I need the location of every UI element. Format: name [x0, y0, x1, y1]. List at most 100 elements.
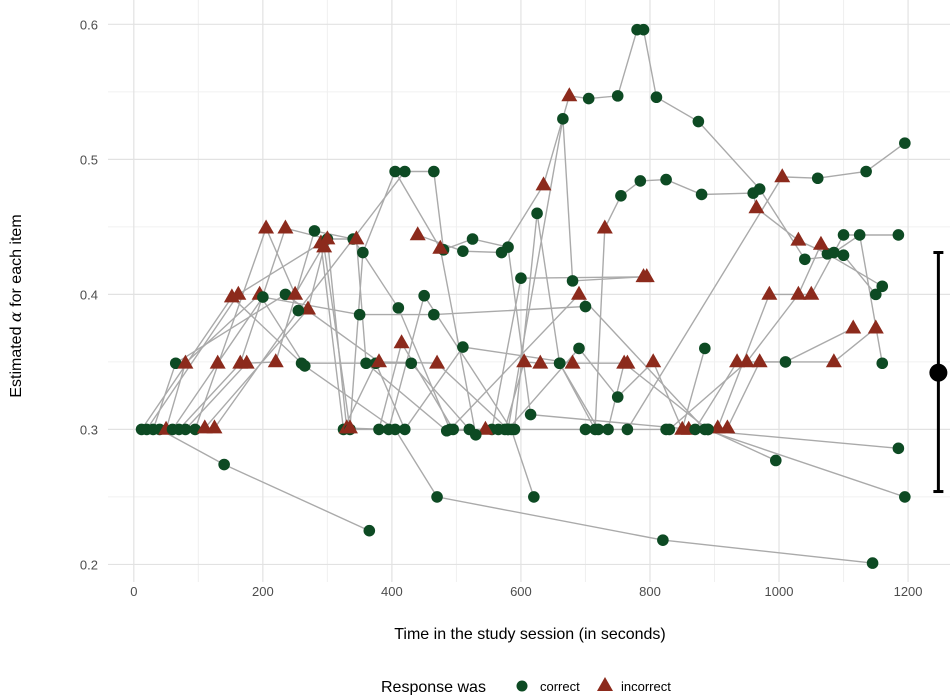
point-correct — [218, 458, 230, 471]
item-trajectory-line — [507, 118, 644, 430]
point-incorrect — [748, 199, 765, 214]
data-points — [135, 23, 911, 569]
y-axis-title: Estimated α for each item — [6, 214, 25, 397]
point-correct — [392, 302, 405, 314]
point-incorrect — [867, 319, 884, 334]
point-incorrect — [477, 420, 494, 435]
y-axis-title-suffix: for each item — [8, 214, 25, 311]
point-correct — [657, 534, 669, 546]
point-correct — [298, 360, 311, 372]
point-correct — [382, 423, 395, 436]
point-incorrect — [177, 354, 194, 369]
y-tick-label: 0.5 — [80, 152, 98, 167]
point-correct — [363, 524, 376, 537]
point-correct — [373, 423, 385, 436]
x-tick-label: 600 — [510, 584, 532, 599]
point-correct — [492, 423, 505, 436]
point-incorrect — [812, 235, 829, 250]
point-incorrect — [230, 285, 247, 300]
point-correct — [870, 288, 882, 301]
point-correct — [663, 423, 676, 436]
point-correct — [292, 304, 305, 317]
point-correct — [528, 491, 540, 503]
point-correct — [405, 357, 418, 370]
point-incorrect — [616, 354, 633, 369]
point-correct — [699, 342, 711, 355]
point-incorrect — [761, 285, 778, 300]
point-incorrect — [751, 353, 768, 368]
point-incorrect — [370, 353, 387, 368]
item-trajectory-line — [688, 234, 899, 431]
point-correct — [853, 229, 866, 241]
point-correct — [389, 165, 401, 178]
point-incorrect — [571, 285, 588, 300]
point-correct — [579, 300, 592, 313]
point-incorrect — [635, 268, 652, 283]
point-correct — [689, 423, 701, 436]
point-incorrect — [277, 219, 294, 234]
point-incorrect — [790, 285, 807, 300]
point-incorrect — [432, 239, 449, 254]
point-correct — [899, 137, 911, 149]
point-correct — [179, 423, 192, 436]
point-correct — [637, 23, 650, 36]
x-axis-ticks: 0 200 400 600 800 1000 1200 — [130, 584, 922, 599]
point-correct — [769, 454, 782, 467]
point-correct — [695, 188, 708, 201]
point-incorrect — [790, 231, 807, 246]
point-incorrect — [341, 419, 358, 434]
point-correct — [360, 357, 372, 370]
legend-label-correct: correct — [540, 679, 580, 694]
point-incorrect — [596, 219, 613, 234]
point-correct — [582, 92, 595, 105]
point-correct — [469, 429, 482, 441]
point-incorrect — [561, 87, 578, 102]
point-incorrect — [825, 353, 842, 368]
point-incorrect — [845, 319, 862, 334]
point-incorrect — [564, 354, 581, 369]
y-axis-ticks: 0.2 0.3 0.4 0.5 0.6 — [80, 17, 98, 572]
point-correct — [611, 90, 624, 102]
point-incorrect — [348, 230, 365, 245]
point-incorrect — [516, 353, 533, 368]
point-correct — [660, 173, 672, 186]
point-correct — [418, 289, 430, 302]
point-incorrect — [206, 419, 223, 434]
x-tick-label: 800 — [639, 584, 661, 599]
x-tick-label: 400 — [381, 584, 403, 599]
item-trajectory-line — [171, 296, 586, 430]
point-incorrect — [803, 285, 820, 300]
point-correct — [466, 233, 479, 245]
point-incorrect — [287, 285, 304, 300]
item-trajectory-line — [213, 170, 899, 449]
point-correct — [779, 356, 792, 368]
point-correct — [428, 165, 440, 178]
item-trajectory-line — [159, 428, 370, 532]
point-correct — [457, 341, 469, 353]
y-tick-label: 0.6 — [80, 17, 98, 32]
point-correct — [837, 229, 850, 241]
point-correct — [892, 229, 905, 241]
item-trajectory-line — [707, 327, 877, 431]
y-axis-title-prefix: Estimated — [8, 322, 25, 398]
point-correct — [899, 491, 911, 503]
item-trajectory-line — [194, 226, 647, 432]
point-correct — [866, 557, 879, 569]
point-incorrect — [429, 354, 446, 369]
point-correct — [257, 291, 269, 303]
point-correct — [602, 423, 614, 436]
point-incorrect — [393, 334, 410, 349]
point-correct — [876, 280, 889, 293]
point-correct — [353, 308, 366, 321]
point-correct — [753, 183, 766, 195]
point-correct — [650, 91, 663, 104]
point-incorrect — [532, 354, 549, 369]
point-correct — [573, 342, 585, 355]
point-correct — [621, 423, 634, 436]
point-correct — [169, 357, 182, 370]
point-correct — [799, 253, 811, 266]
x-tick-label: 1000 — [765, 584, 794, 599]
point-correct — [531, 207, 543, 220]
point-incorrect — [209, 354, 226, 369]
